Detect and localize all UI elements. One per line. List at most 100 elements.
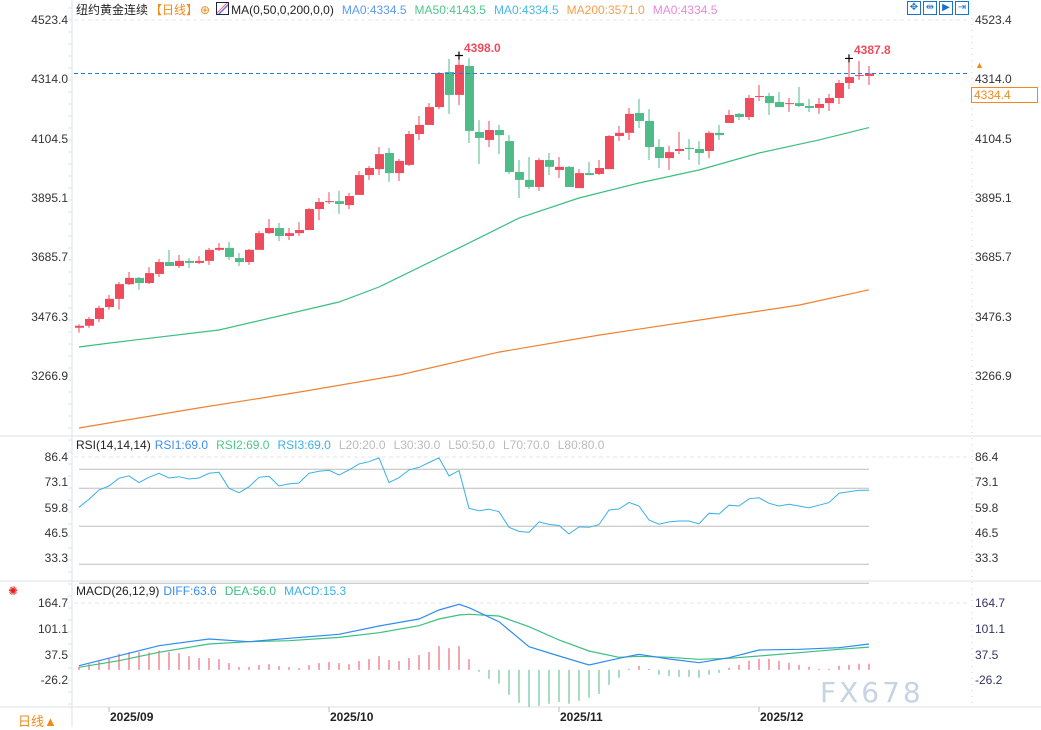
legend-value: DIFF:63.6 [163, 584, 217, 598]
macd-legend: MACD(26,12,9) DIFF:63.6 DEA:56.0 MACD:15.3 [76, 583, 362, 599]
candle-body [625, 113, 634, 133]
legend-value: L20:20.0 [338, 438, 386, 452]
candle-body [865, 73, 874, 76]
date-label: 2025/11 [560, 710, 603, 724]
macd-title[interactable]: MACD(26,12,9) [76, 584, 160, 598]
candle-body [275, 228, 284, 236]
candle-body [375, 154, 384, 170]
candle-body [635, 113, 644, 121]
price-axis-tick: 4104.5 [31, 131, 68, 146]
ma-indicator-icon[interactable] [216, 2, 230, 15]
candle-body [715, 132, 724, 136]
candle-body [205, 249, 214, 261]
candle-body [735, 113, 744, 117]
diff-line [78, 603, 870, 667]
high-price-label: 4387.8 [854, 43, 891, 58]
play-forward-icon[interactable]: ▶ [939, 1, 953, 15]
candle-body [565, 166, 574, 187]
main-legend: 纽约黄金连续 【日线】 ⊕ MA(0,50,0,200,0,0) MA0:4334.5 M… [76, 2, 733, 18]
exit-right-icon[interactable]: ⇥ [955, 1, 969, 15]
price-axis-tick: 4314.0 [975, 72, 1012, 87]
candle-body [845, 77, 854, 84]
price-axis-tick: 4523.4 [31, 13, 68, 27]
candle-body [555, 166, 564, 170]
last-price-label: 4334.4 [971, 87, 1038, 103]
candle-body [415, 124, 424, 134]
legend-value: MA200:3571.0 [566, 3, 645, 17]
candle-body [505, 141, 514, 172]
period-button[interactable]: 日线▲ [18, 714, 57, 729]
price-axis-tick: 3685.7 [975, 250, 1012, 265]
legend-value: RSI1:69.0 [154, 438, 209, 452]
candle-body [465, 66, 474, 131]
candle-body [175, 260, 184, 267]
candle-body [395, 160, 404, 174]
macd-axis-tick: 37.5 [44, 647, 68, 662]
crosshair-toggle-icon[interactable]: ⊕ [200, 3, 211, 17]
rsi-title[interactable]: RSI(14,14,14) [76, 438, 151, 452]
rsi-axis-tick: 73.1 [975, 475, 999, 490]
legend-value: L50:50.0 [448, 438, 495, 452]
candle-body [225, 247, 234, 257]
rsi-axis-tick: 46.5 [44, 525, 68, 540]
candle-body [95, 307, 104, 319]
candle-body [835, 83, 844, 99]
price-axis-tick: 3476.3 [975, 309, 1012, 324]
candle-body [125, 277, 134, 285]
high-marker-icon [845, 54, 853, 63]
candle-body [485, 130, 494, 140]
candle-body [135, 277, 144, 284]
candle-body [645, 120, 654, 148]
candle-body [105, 298, 114, 308]
candle-body [675, 149, 684, 151]
candle-body [355, 175, 364, 195]
candle-body [525, 179, 534, 187]
scroll-latest-icon[interactable]: ▲ [975, 60, 984, 70]
rsi-axis-tick: 86.4 [975, 450, 999, 465]
candle-body [245, 249, 254, 263]
symbol-name: 纽约黄金连续 [76, 3, 149, 17]
candle-body [365, 167, 374, 176]
ma50-line [78, 127, 870, 348]
price-axis-tick: 3266.9 [31, 368, 68, 383]
price-axis-tick: 3895.1 [31, 190, 68, 205]
price-axis-tick: 3266.9 [975, 368, 1012, 383]
high-marker-icon [455, 51, 463, 60]
price-axis-tick: 3476.3 [31, 309, 68, 324]
candle-body [265, 228, 274, 234]
zoom-range-icon[interactable]: ⇹ [923, 1, 937, 15]
ma-params[interactable]: MA(0,50,0,200,0,0) [231, 3, 334, 17]
rsi-axis-tick: 86.4 [44, 450, 68, 465]
rsi-axis-tick: 59.8 [44, 500, 68, 515]
legend-value: L30:30.0 [393, 438, 441, 452]
macd-settings-icon[interactable]: ✺ [8, 584, 19, 598]
candle-body [825, 98, 834, 104]
candle-body [425, 107, 434, 125]
candle-body [385, 152, 394, 174]
candle-body [195, 260, 204, 263]
rsi-axis-tick: 46.5 [975, 525, 999, 540]
candle-body [855, 75, 864, 77]
candle-body [455, 64, 464, 95]
period-tag[interactable]: 【日线】 [150, 3, 199, 17]
price-axis-tick: 4523.4 [975, 13, 1012, 27]
candle-body [325, 201, 334, 203]
macd-axis-tick: 37.5 [975, 647, 999, 662]
crosshair-icon[interactable]: ✥ [907, 1, 921, 15]
date-label: 2025/10 [330, 710, 374, 724]
macd-axis-tick: 164.7 [37, 596, 68, 610]
candle-body [545, 160, 554, 167]
candle-body [585, 173, 594, 176]
candle-body [685, 147, 694, 150]
candle-body [745, 98, 754, 117]
candle-body [755, 96, 764, 98]
price-axis-tick: 4104.5 [975, 131, 1012, 146]
candle-body [695, 149, 704, 153]
candle-body [665, 152, 674, 159]
price-axis-tick: 4314.0 [31, 72, 68, 87]
candle-body [165, 262, 174, 267]
candle-body [785, 103, 794, 105]
legend-value: RSI2:69.0 [216, 438, 270, 452]
candle-body [155, 262, 164, 274]
